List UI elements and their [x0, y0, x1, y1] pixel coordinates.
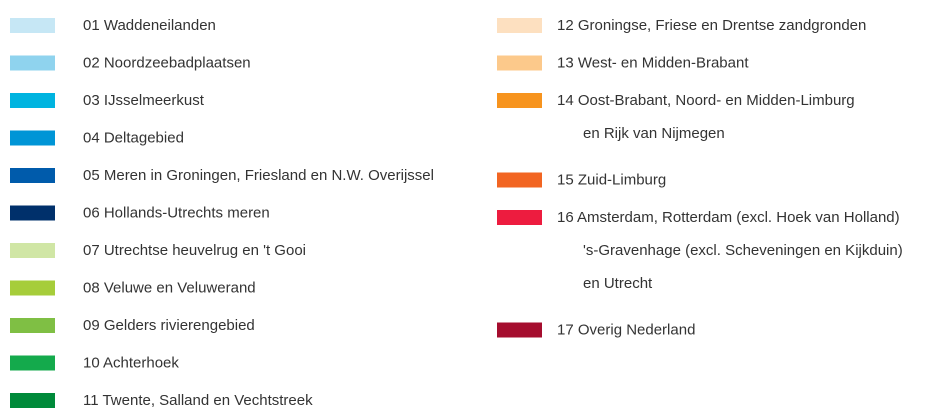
- legend-label: 11 Twente, Salland en Vechtstreek: [83, 392, 313, 409]
- legend-label: 16 Amsterdam, Rotterdam (excl. Hoek van …: [557, 209, 900, 226]
- legend-swatch: [10, 355, 55, 371]
- legend-swatch: [497, 210, 542, 225]
- legend-label: 07 Utrechtse heuvelrug en 't Gooi: [83, 242, 306, 259]
- legend-label: 08 Veluwe en Veluwerand: [83, 279, 256, 296]
- legend-label: 14 Oost-Brabant, Noord- en Midden-Limbur…: [557, 92, 855, 109]
- legend-label: 02 Noordzeebadplaatsen: [83, 54, 251, 71]
- legend-swatch: [10, 93, 55, 108]
- legend-swatch: [10, 280, 55, 296]
- legend-label: 10 Achterhoek: [83, 354, 179, 371]
- legend-label: 01 Waddeneilanden: [83, 17, 216, 34]
- legend-label: 03 IJsselmeerkust: [83, 92, 205, 109]
- legend-label: 06 Hollands-Utrechts meren: [83, 204, 270, 221]
- legend-swatch: [10, 318, 55, 333]
- legend-swatch: [10, 55, 55, 71]
- legend-label: 17 Overig Nederland: [557, 321, 695, 338]
- legend-label: 04 Deltagebied: [83, 129, 184, 146]
- legend-swatch: [10, 130, 55, 146]
- legend-swatch: [497, 93, 542, 108]
- legend-label: 12 Groningse, Friese en Drentse zandgron…: [557, 17, 866, 34]
- legend-label: 05 Meren in Groningen, Friesland en N.W.…: [83, 167, 434, 184]
- legend-label: 15 Zuid-Limburg: [557, 171, 666, 188]
- legend-swatch: [497, 18, 542, 33]
- legend-swatch: [497, 322, 542, 338]
- legend-label: 13 West- en Midden-Brabant: [557, 54, 749, 71]
- legend-swatch: [10, 243, 55, 258]
- legend-swatch: [10, 205, 55, 221]
- legend-swatch: [10, 393, 55, 408]
- legend-swatch: [10, 18, 55, 33]
- legend-swatch: [497, 55, 542, 71]
- legend-label: 's-Gravenhage (excl. Scheveningen en Kij…: [583, 242, 903, 259]
- legend-swatch: [497, 172, 542, 188]
- legend-swatch: [10, 168, 55, 183]
- legend-label: en Rijk van Nijmegen: [583, 125, 725, 142]
- legend-label: en Utrecht: [583, 275, 653, 292]
- legend-label: 09 Gelders rivierengebied: [83, 317, 255, 334]
